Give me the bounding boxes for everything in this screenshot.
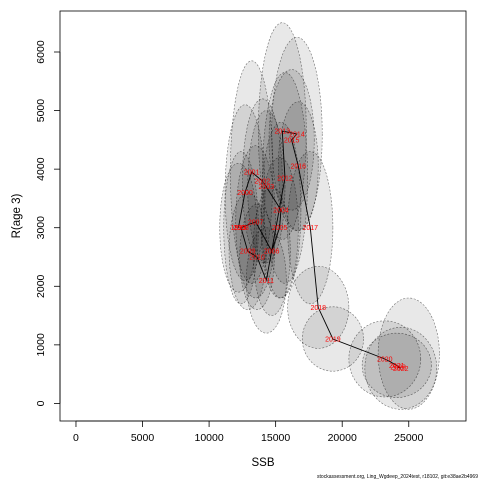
x-tick-label: 10000: [194, 432, 223, 444]
trajectory-line: [237, 130, 402, 369]
point-label-2023: 2023: [390, 365, 406, 372]
point-label-2016: 2016: [290, 164, 306, 171]
footer-note: stockassessment.org, Ling_Wgdeep_2024tes…: [317, 474, 478, 480]
x-tick-label: 20000: [328, 432, 357, 444]
x-tick-label: 25000: [394, 432, 423, 444]
point-label-2001: 2001: [244, 170, 260, 177]
point-label-2021: 2021: [389, 363, 405, 370]
point-label-2015: 2015: [284, 137, 300, 144]
point-label-2006: 2006: [264, 249, 280, 256]
y-tick-label: 0: [35, 400, 47, 406]
point-label-2012: 2012: [277, 175, 293, 182]
point-label-2002: 2002: [255, 178, 271, 185]
point-label-2011: 2011: [259, 278, 274, 285]
point-label-2003: 2003: [259, 184, 275, 191]
x-tick-label: 5000: [131, 432, 155, 444]
point-label-2014: 2014: [289, 132, 305, 139]
point-label-2005: 2005: [272, 225, 288, 232]
x-axis: 0 5000 10000 15000 20000 25000: [73, 420, 424, 444]
x-axis-title: SSB: [251, 457, 274, 469]
y-tick-label: 6000: [35, 40, 47, 64]
point-label-2017: 2017: [302, 225, 318, 232]
x-tick-label: 15000: [261, 432, 290, 444]
point-label-2008: 2008: [233, 225, 249, 232]
y-tick-label: 2000: [35, 274, 47, 298]
point-label-1999: 1999: [231, 225, 247, 232]
point-label-2004: 2004: [273, 208, 289, 215]
point-label-2020: 2020: [377, 356, 393, 363]
point-label-2007: 2007: [248, 219, 264, 226]
point-label-2019: 2019: [325, 337, 341, 344]
y-tick-label: 1000: [35, 333, 47, 357]
x-tick-label: 0: [73, 432, 79, 444]
y-axis-title: R(age 3): [11, 193, 23, 238]
point-label-2022: 2022: [393, 366, 409, 373]
point-label-2018: 2018: [310, 305, 326, 312]
y-tick-label: 5000: [35, 99, 47, 123]
ellipse-2023: [377, 297, 440, 410]
point-label-2000: 2000: [237, 190, 253, 197]
confidence-ellipses: [219, 22, 440, 410]
y-axis: 0 1000 2000 3000 4000 5000 6000: [35, 40, 61, 406]
y-tick-label: 3000: [35, 216, 47, 240]
point-label-2009: 2009: [240, 249, 256, 256]
y-tick-label: 4000: [35, 157, 47, 181]
point-label-2013: 2013: [275, 129, 291, 136]
point-label-2010: 2010: [249, 255, 265, 262]
